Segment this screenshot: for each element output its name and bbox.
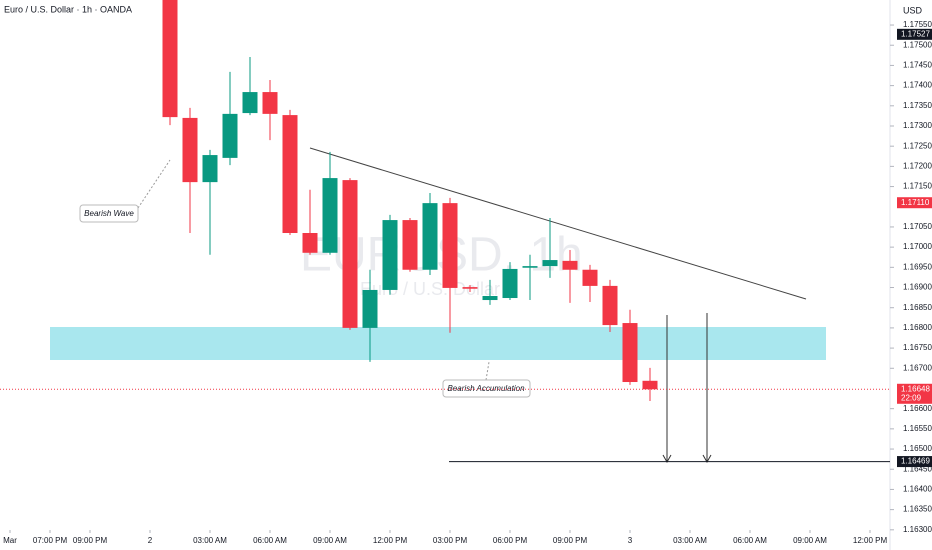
chart-title: Euro / U.S. Dollar · 1h · OANDA — [4, 4, 132, 14]
candle-body — [622, 323, 638, 383]
support-zone — [50, 327, 826, 360]
x-tick-label: 06:00 AM — [733, 536, 767, 545]
x-tick-label: 12:00 PM — [373, 536, 408, 545]
candle-body — [222, 113, 238, 158]
watermark: EURUSD, 1h — [300, 229, 583, 282]
y-tick-label: 1.17050 — [903, 222, 932, 231]
x-tick-label: 06:00 PM — [493, 536, 528, 545]
price-label-bg — [897, 456, 932, 468]
candle-body — [282, 115, 298, 234]
y-tick-label: 1.16550 — [903, 424, 932, 433]
x-tick-label: 09:00 PM — [73, 536, 108, 545]
y-tick-label: 1.16750 — [903, 343, 932, 352]
candle-body — [262, 92, 278, 114]
countdown: 22:09 — [901, 393, 922, 402]
candle-body — [482, 295, 498, 301]
candle-body — [322, 178, 338, 253]
y-tick-label: 1.17150 — [903, 182, 932, 191]
annotation: Bearish Wave — [84, 209, 134, 218]
x-tick-label: 03:00 AM — [193, 536, 227, 545]
y-tick-label: 1.16800 — [903, 323, 932, 332]
x-tick-label: 3 — [628, 536, 633, 545]
currency: USD — [903, 5, 923, 15]
x-tick-label: 12:00 PM — [853, 536, 888, 545]
x-tick-label: 09:00 AM — [313, 536, 347, 545]
x-tick-label: 09:00 PM — [553, 536, 588, 545]
candle-body — [602, 285, 618, 326]
candle-body — [642, 380, 658, 390]
price-label: 1.16648 — [901, 384, 930, 393]
candle-body — [402, 220, 418, 270]
price-label-bg — [897, 28, 932, 40]
candle-body — [582, 269, 598, 286]
y-tick-label: 1.16400 — [903, 485, 932, 494]
y-tick-label: 1.17450 — [903, 61, 932, 70]
x-tick-label: 07:00 PM — [33, 536, 68, 545]
y-tick-label: 1.16700 — [903, 363, 932, 372]
y-tick-label: 1.16950 — [903, 262, 932, 271]
y-tick-label: 1.17500 — [903, 40, 932, 49]
y-tick-label: 1.16600 — [903, 404, 932, 413]
candle-body — [202, 155, 218, 183]
x-tick-label: 03:00 PM — [433, 536, 468, 545]
candle-body — [502, 268, 518, 299]
candle-body — [302, 233, 318, 253]
price-label: 1.17110 — [901, 198, 930, 207]
candle-body — [162, 0, 178, 118]
x-tick-label: 06:00 AM — [253, 536, 287, 545]
trend-line — [309, 147, 807, 300]
candle-body — [242, 92, 258, 114]
y-tick-label: 1.16450 — [903, 464, 932, 473]
candle-body — [382, 220, 398, 290]
x-tick-label: 03:00 AM — [673, 536, 707, 545]
y-tick-label: 1.16350 — [903, 505, 932, 514]
y-tick-label: 1.17350 — [903, 101, 932, 110]
candle-body — [522, 266, 538, 268]
y-tick-label: 1.16300 — [903, 525, 932, 534]
y-tick-label: 1.17250 — [903, 141, 932, 150]
annotation: Bearish Accumulation — [447, 384, 525, 393]
callout-line — [137, 159, 171, 209]
candle-body — [462, 287, 478, 289]
price-label-bg — [897, 383, 932, 404]
y-tick-label: 1.16900 — [903, 283, 932, 292]
price-label: 1.16469 — [901, 457, 930, 466]
candle-body — [542, 260, 558, 267]
candle-body — [182, 117, 198, 183]
x-tick-label: Mar — [3, 536, 17, 545]
y-tick-label: 1.17550 — [903, 20, 932, 29]
candle-body — [362, 289, 378, 328]
annotation-box — [79, 204, 139, 223]
y-tick-label: 1.17400 — [903, 81, 932, 90]
annotation-box — [442, 379, 531, 398]
candle-body — [442, 203, 458, 288]
y-tick-label: 1.17000 — [903, 242, 932, 251]
x-tick-label: 09:00 AM — [793, 536, 827, 545]
plot — [162, 0, 658, 401]
candle-body — [422, 203, 438, 270]
y-tick-label: 1.17300 — [903, 121, 932, 130]
candle-body — [562, 260, 578, 270]
price-label-bg — [897, 197, 932, 209]
y-tick-label: 1.16500 — [903, 444, 932, 453]
candle-body — [342, 180, 358, 328]
y-tick-label: 1.16850 — [903, 303, 932, 312]
price-label: 1.17527 — [901, 29, 930, 38]
watermark-subtitle: Euro / U.S. Dollar — [360, 279, 500, 299]
x-tick-label: 2 — [148, 536, 153, 545]
y-tick-label: 1.17200 — [903, 161, 932, 170]
callout-line — [485, 361, 490, 381]
